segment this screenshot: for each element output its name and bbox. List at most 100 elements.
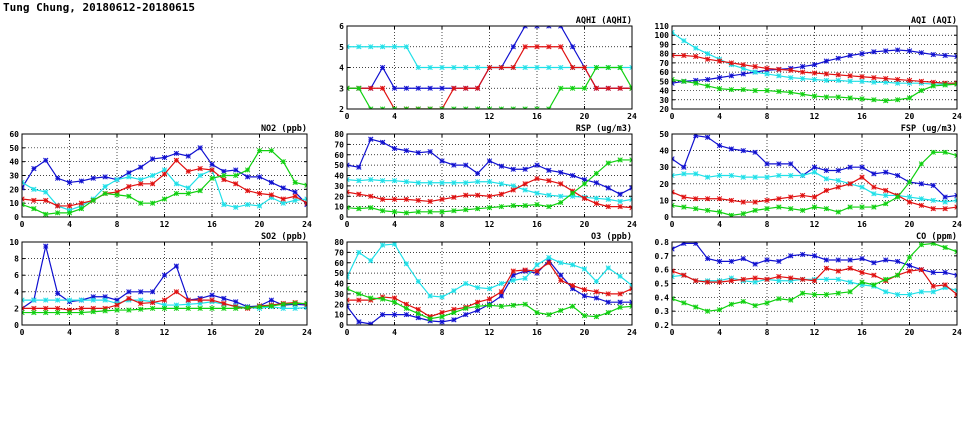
data-point: [126, 170, 132, 176]
data-point: [463, 106, 469, 109]
y-tick-label: 90: [659, 40, 669, 49]
data-point: [954, 291, 957, 298]
plot-area: [22, 145, 307, 217]
data-point: [292, 189, 298, 195]
data-point: [292, 197, 298, 204]
data-point: [847, 52, 853, 59]
data-point: [681, 78, 687, 84]
data-point: [704, 51, 711, 57]
data-point: [672, 189, 675, 195]
y-tick-label: 60: [659, 68, 669, 77]
x-tick-label: 4: [67, 220, 72, 229]
data-point: [347, 85, 350, 91]
data-point: [704, 255, 711, 262]
data-point: [593, 278, 600, 285]
data-point: [799, 192, 806, 199]
x-tick-label: 20: [905, 112, 915, 121]
y-tick-label: 0.5: [655, 280, 670, 289]
data-point: [451, 106, 457, 109]
data-point: [823, 58, 830, 64]
data-point: [871, 49, 877, 55]
data-point: [534, 64, 540, 71]
data-point: [788, 275, 794, 281]
data-point: [304, 182, 307, 188]
data-point: [498, 293, 505, 299]
data-point: [90, 309, 96, 315]
data-point: [78, 305, 85, 312]
data-point: [209, 161, 215, 168]
data-point: [347, 205, 350, 211]
data-point: [43, 157, 49, 163]
data-point: [704, 174, 711, 180]
data-point: [672, 296, 675, 302]
data-point: [126, 307, 132, 313]
data-point: [280, 159, 286, 165]
data-point: [31, 297, 37, 303]
data-point: [43, 297, 49, 303]
data-point: [906, 268, 913, 274]
series-green: [22, 300, 307, 316]
data-point: [221, 305, 227, 312]
data-point: [268, 192, 275, 198]
data-point: [894, 172, 901, 179]
data-point: [894, 272, 901, 278]
data-point: [126, 193, 132, 199]
data-point: [173, 263, 180, 269]
data-point: [347, 297, 350, 303]
series-green: [672, 242, 957, 314]
data-point: [629, 85, 632, 91]
data-point: [451, 180, 457, 186]
x-tick-label: 4: [392, 112, 397, 121]
data-point: [581, 85, 588, 91]
data-point: [66, 203, 73, 209]
data-point: [427, 209, 433, 215]
data-point: [522, 64, 528, 71]
data-point: [368, 176, 374, 183]
data-point: [918, 289, 925, 295]
data-point: [617, 291, 623, 297]
data-point: [498, 289, 505, 295]
data-point: [379, 44, 386, 50]
data-point: [546, 64, 552, 71]
data-point: [474, 85, 481, 91]
data-point: [728, 301, 735, 307]
data-point: [847, 73, 853, 79]
data-point: [823, 94, 830, 100]
data-point: [740, 255, 746, 262]
data-point: [391, 196, 398, 203]
data-point: [894, 291, 901, 298]
data-point: [776, 66, 782, 72]
data-point: [391, 209, 398, 215]
data-point: [233, 305, 239, 312]
data-point: [871, 171, 877, 177]
data-point: [672, 268, 675, 274]
page-title: Tung Chung, 20180612-20180615: [3, 1, 196, 14]
data-point: [209, 305, 215, 312]
data-point: [391, 295, 398, 301]
data-point: [356, 249, 362, 256]
plot-area: [672, 134, 957, 217]
data-point: [942, 149, 948, 155]
data-point: [185, 153, 191, 159]
y-tick-label: 0.7: [655, 252, 670, 261]
data-point: [716, 279, 723, 285]
data-point: [811, 70, 818, 76]
data-point: [859, 255, 865, 262]
data-point: [835, 268, 841, 274]
y-tick-label: 50: [9, 144, 19, 153]
data-point: [546, 26, 552, 29]
data-point: [427, 85, 433, 91]
data-point: [510, 302, 516, 308]
data-point: [776, 204, 782, 210]
data-point: [522, 44, 528, 50]
data-point: [799, 207, 806, 214]
data-point: [486, 286, 493, 292]
data-point: [672, 202, 675, 209]
data-point: [681, 52, 687, 59]
data-point: [221, 172, 227, 179]
data-point: [716, 142, 723, 149]
x-tick-label: 0: [670, 220, 675, 229]
x-tick-label: 20: [255, 328, 265, 337]
